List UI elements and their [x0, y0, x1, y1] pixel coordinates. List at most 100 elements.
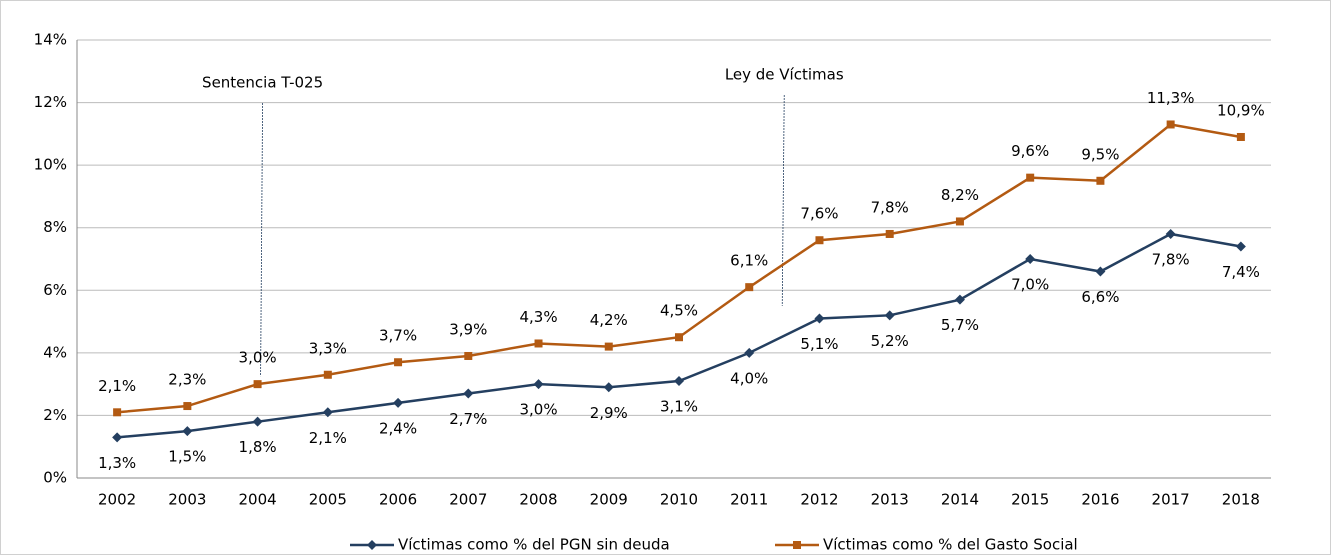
- data-point: [394, 358, 403, 367]
- data-label: 7,4%: [1222, 263, 1260, 281]
- data-point: [113, 408, 122, 417]
- data-point: [533, 379, 544, 390]
- x-tick-label: 2003: [168, 491, 206, 509]
- data-label: 6,1%: [730, 252, 768, 270]
- data-point: [884, 310, 895, 321]
- data-point: [955, 217, 964, 226]
- y-tick-label: 14%: [34, 31, 67, 49]
- data-label: 4,3%: [519, 308, 557, 326]
- x-tick-label: 2014: [941, 491, 979, 509]
- x-tick-label: 2012: [800, 491, 838, 509]
- data-point: [885, 229, 894, 238]
- x-tick-label: 2010: [660, 491, 698, 509]
- x-tick-label: 2017: [1152, 491, 1190, 509]
- x-tick-label: 2016: [1081, 491, 1119, 509]
- x-tick-label: 2004: [238, 491, 276, 509]
- data-label: 4,0%: [730, 369, 768, 387]
- x-tick-label: 2018: [1222, 491, 1260, 509]
- data-label: 7,0%: [1011, 276, 1049, 294]
- data-label: 2,3%: [168, 371, 206, 389]
- data-point: [463, 388, 474, 399]
- data-point: [252, 416, 263, 427]
- data-point: [814, 313, 825, 324]
- data-label: 7,8%: [1152, 250, 1190, 268]
- data-point: [393, 397, 404, 408]
- data-label: 5,1%: [800, 335, 838, 353]
- data-label: 5,2%: [871, 332, 909, 350]
- legend-label: Víctimas como % del PGN sin deuda: [398, 536, 670, 554]
- data-point: [253, 380, 262, 389]
- x-tick-label: 2002: [98, 491, 136, 509]
- data-label: 3,0%: [239, 349, 277, 367]
- data-point: [1165, 228, 1176, 239]
- data-label: 11,3%: [1147, 89, 1195, 107]
- data-label: 1,8%: [239, 438, 277, 456]
- y-tick-label: 10%: [34, 156, 67, 174]
- data-point: [183, 402, 192, 411]
- data-label: 3,9%: [449, 320, 487, 338]
- data-point: [323, 370, 332, 379]
- data-label: 1,3%: [98, 454, 136, 472]
- data-label: 1,5%: [168, 448, 206, 466]
- x-tick-label: 2011: [730, 491, 768, 509]
- y-tick-label: 2%: [43, 406, 67, 424]
- annotation-line: [781, 94, 785, 306]
- data-point: [815, 236, 824, 245]
- x-tick-label: 2013: [871, 491, 909, 509]
- data-point: [182, 426, 193, 437]
- legend-label: Víctimas como % del Gasto Social: [823, 536, 1078, 554]
- data-label: 7,8%: [871, 198, 909, 216]
- y-tick-label: 8%: [43, 218, 67, 236]
- data-label: 5,7%: [941, 316, 979, 334]
- data-label: 2,1%: [309, 429, 347, 447]
- data-point: [1025, 254, 1036, 264]
- data-point: [1095, 266, 1106, 277]
- data-label: 3,0%: [519, 401, 557, 419]
- data-label: 10,9%: [1217, 101, 1265, 119]
- data-label: 7,6%: [800, 205, 838, 223]
- data-label: 3,3%: [309, 339, 347, 357]
- data-point: [1236, 132, 1245, 141]
- y-tick-label: 6%: [43, 281, 67, 299]
- data-point: [745, 283, 754, 292]
- x-tick-label: 2009: [590, 491, 628, 509]
- data-point: [604, 342, 613, 351]
- data-label: 2,9%: [590, 404, 628, 422]
- x-tick-label: 2015: [1011, 491, 1049, 509]
- legend-marker: [367, 540, 377, 550]
- data-label: 2,7%: [449, 410, 487, 428]
- data-label: 2,1%: [98, 377, 136, 395]
- data-label: 8,2%: [941, 186, 979, 204]
- y-tick-label: 12%: [34, 93, 67, 111]
- data-label: 2,4%: [379, 419, 417, 437]
- x-tick-label: 2007: [449, 491, 487, 509]
- data-point: [1096, 176, 1105, 185]
- data-label: 9,6%: [1011, 142, 1049, 160]
- data-point: [603, 382, 614, 393]
- data-point: [675, 333, 683, 342]
- data-point: [674, 376, 684, 387]
- data-point: [464, 351, 473, 360]
- annotation: Sentencia T-025: [202, 74, 323, 92]
- data-label: 6,6%: [1081, 288, 1119, 306]
- x-tick-label: 2008: [519, 491, 557, 509]
- data-point: [954, 294, 965, 305]
- data-point: [1235, 241, 1246, 252]
- x-tick-label: 2006: [379, 491, 417, 509]
- data-label: 4,5%: [660, 302, 698, 320]
- data-point: [534, 339, 543, 348]
- data-label: 4,2%: [590, 311, 628, 329]
- data-label: 3,1%: [660, 398, 698, 416]
- data-point: [322, 407, 333, 418]
- annotation-line: [260, 102, 263, 377]
- x-tick-label: 2005: [309, 491, 347, 509]
- data-point: [744, 347, 755, 358]
- annotation: Ley de Víctimas: [725, 66, 844, 84]
- data-point: [112, 432, 123, 443]
- data-point: [1026, 173, 1035, 182]
- data-label: 9,5%: [1081, 145, 1119, 163]
- y-tick-label: 0%: [43, 469, 67, 487]
- legend-marker: [793, 541, 801, 549]
